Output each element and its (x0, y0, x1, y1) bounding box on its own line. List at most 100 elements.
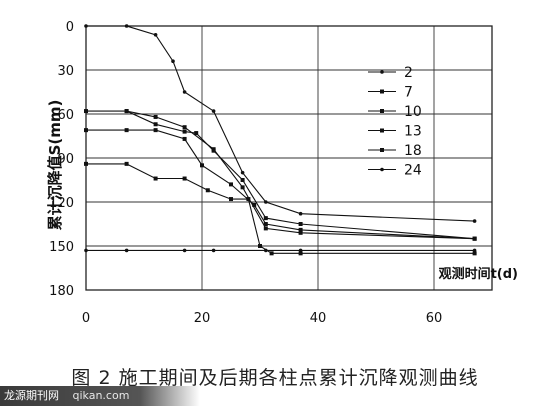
series-line (86, 25, 475, 222)
data-point (298, 230, 303, 235)
y-tick-label: 90 (57, 152, 74, 167)
data-point (298, 227, 303, 232)
data-point (252, 202, 257, 207)
data-point (153, 114, 158, 119)
data-point (84, 24, 88, 28)
y-tick-label: 150 (49, 240, 74, 255)
data-point (182, 136, 187, 141)
data-point (211, 109, 216, 113)
plot-area (84, 24, 477, 256)
legend-item: 18 (368, 143, 422, 159)
data-point (298, 211, 303, 216)
data-point (200, 163, 204, 168)
data-point (182, 248, 187, 253)
data-point (240, 178, 245, 182)
data-point (264, 200, 268, 204)
y-tick-label: 120 (49, 196, 74, 211)
legend-label: 24 (404, 163, 422, 179)
legend-marker (380, 89, 384, 94)
data-point (229, 197, 233, 202)
plot-frame (85, 25, 493, 291)
data-point (182, 129, 187, 134)
data-point (84, 128, 88, 133)
legend-marker (380, 167, 384, 172)
legend-item: 24 (368, 163, 422, 179)
settlement-chart: 0 30 60 90 120 150 180 0 20 40 60 2 7 10 13 18 24 累计沉降值… (46, 20, 518, 326)
legend-marker (380, 70, 384, 74)
data-point (153, 176, 158, 181)
watermark: 龙源期刊网 qikan.com (0, 386, 200, 406)
series-line (86, 129, 475, 240)
y-tick-label: 60 (57, 108, 74, 123)
data-point (124, 161, 129, 166)
data-point (211, 248, 216, 253)
legend-marker (380, 109, 384, 113)
data-point (124, 248, 129, 253)
data-point (205, 188, 210, 193)
legend-item: 7 (368, 85, 413, 101)
x-tick-label: 40 (310, 311, 327, 326)
legend-label: 13 (404, 124, 422, 140)
data-point (124, 24, 129, 28)
grid (86, 26, 492, 290)
y-tick-label: 0 (66, 20, 74, 35)
x-axis-label: 观测时间t(d) (439, 266, 518, 282)
y-tick-label: 30 (57, 64, 74, 79)
x-tick-label: 0 (82, 311, 90, 326)
legend-label: 2 (404, 65, 413, 81)
data-point (240, 170, 245, 175)
data-point (246, 197, 251, 202)
data-point (264, 248, 268, 253)
legend-item: 10 (368, 104, 422, 120)
data-point (84, 248, 88, 253)
data-point (472, 248, 477, 253)
data-point (263, 216, 268, 221)
axes (85, 25, 493, 291)
data-point (472, 236, 477, 241)
x-tick-label: 20 (194, 311, 211, 326)
data-point (124, 128, 129, 133)
watermark-site: qikan.com (72, 389, 130, 402)
data-point (182, 176, 187, 181)
x-tick-label: 60 (426, 311, 443, 326)
legend-label: 18 (404, 143, 422, 159)
series-13 (84, 128, 477, 241)
data-point (211, 148, 216, 153)
data-point (194, 131, 199, 136)
legend-marker (380, 148, 384, 152)
data-point (258, 244, 262, 248)
tick-labels: 0 30 60 90 120 150 180 0 20 40 60 (49, 20, 442, 326)
data-point (298, 222, 303, 226)
data-point (153, 122, 158, 127)
figure-caption: 图 2 施工期间及后期各柱点累计沉降观测曲线 (71, 367, 479, 389)
series-18 (84, 161, 477, 256)
series-line (86, 110, 475, 240)
y-axis-label: 累计沉降值S(mm) (46, 100, 64, 231)
data-point (229, 182, 233, 187)
data-point (153, 33, 158, 37)
series-24 (84, 248, 477, 253)
legend-marker (380, 128, 384, 133)
series-2 (84, 24, 477, 223)
series-line (126, 110, 475, 240)
data-point (298, 251, 303, 256)
data-point (84, 161, 88, 166)
data-point (263, 226, 268, 231)
data-point (263, 222, 268, 226)
y-tick-label: 180 (49, 284, 74, 299)
series-10 (84, 109, 477, 241)
watermark-brand: 龙源期刊网 (4, 389, 59, 402)
legend-label: 10 (404, 104, 422, 120)
legend-item: 13 (368, 124, 422, 140)
data-point (472, 219, 477, 223)
data-point (124, 109, 129, 114)
data-point (171, 59, 175, 63)
data-point (182, 90, 187, 94)
data-point (269, 251, 274, 256)
data-point (298, 248, 303, 253)
legend-label: 7 (404, 85, 413, 101)
series-7 (124, 109, 477, 241)
data-point (182, 125, 187, 130)
data-point (240, 185, 245, 190)
legend-item: 2 (368, 65, 413, 81)
